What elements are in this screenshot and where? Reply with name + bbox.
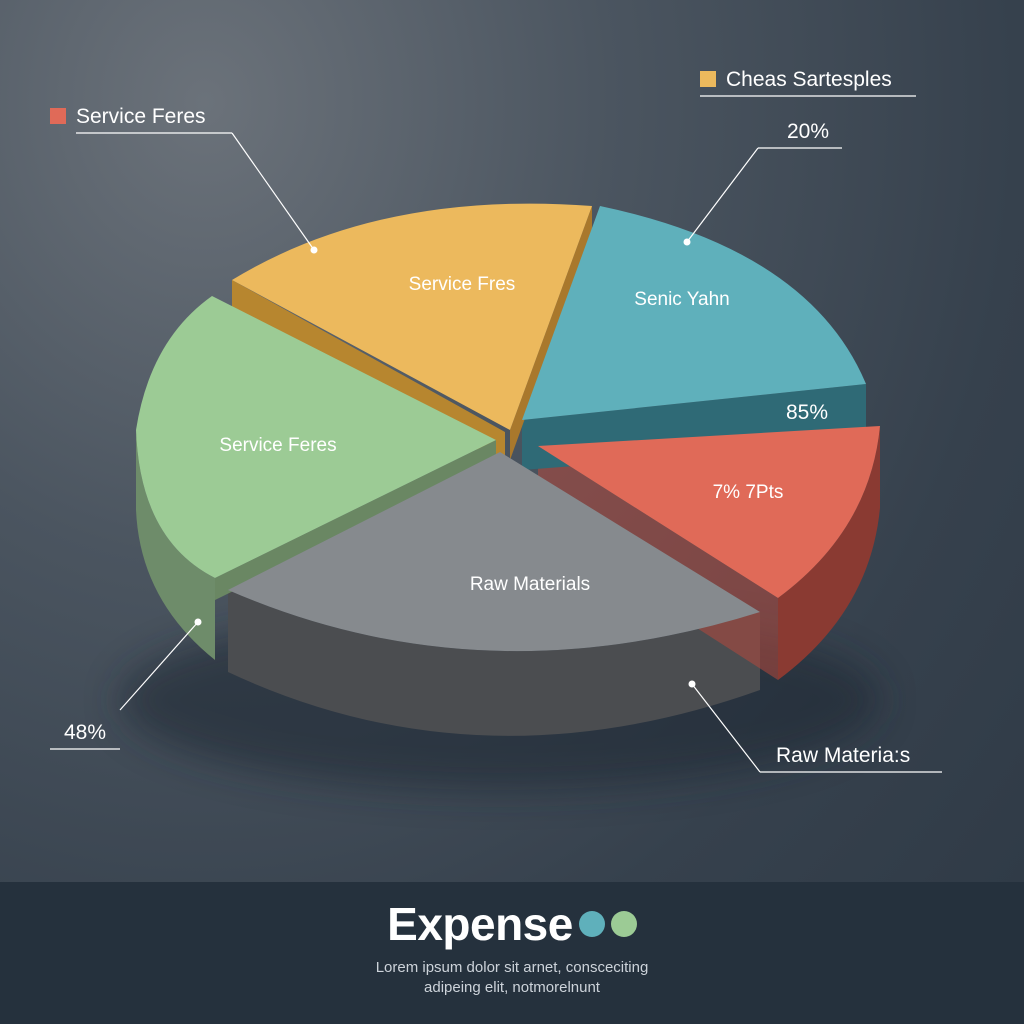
callout-label-cheas: Cheas Sartesples <box>726 68 892 91</box>
footer-dot-green <box>610 911 637 937</box>
callout-value-20: 20% <box>787 120 829 143</box>
footer-dot-teal <box>578 911 605 937</box>
slice-side-red <box>778 426 880 680</box>
callout-leader <box>231 132 315 251</box>
callout-leader <box>119 621 199 711</box>
callout-dot <box>683 238 691 246</box>
callout-marker-yellow <box>700 71 716 87</box>
footer-title-row: Expense <box>0 896 1024 952</box>
callout-dot <box>194 618 202 626</box>
callout-value-85: 85% <box>786 401 828 424</box>
slice-label-green: Service Feres <box>219 435 336 456</box>
slice-top-yellow <box>232 203 592 430</box>
slice-side-green <box>136 430 215 660</box>
slice-side-grey <box>228 590 760 736</box>
slice-label-red: 7% 7Pts <box>713 482 784 503</box>
slice-top-teal <box>522 206 866 420</box>
slice-label-grey: Raw Materials <box>470 574 590 595</box>
callout-leader <box>691 683 761 773</box>
slice-top-green <box>136 296 496 578</box>
footer-title: Expense <box>387 898 573 950</box>
callout-value-48: 48% <box>64 721 106 744</box>
slice-top-red <box>538 426 880 598</box>
footer-panel <box>0 882 1024 1024</box>
callout-label-raw-materials: Raw Materia:s <box>776 744 910 767</box>
footer-subtitle-line: Lorem ipsum dolor sit arnet, conscecitin… <box>375 959 649 976</box>
slice-label-teal: Senic Yahn <box>634 289 729 310</box>
slice-side-green-inner <box>215 440 496 600</box>
callout-label-service-feres: Service Feres <box>76 105 206 128</box>
slice-label-yellow: Service Fres <box>409 274 516 295</box>
footer-subtitle-line: adipeing elit, notmorelnunt <box>424 979 600 996</box>
callout-dot <box>310 246 318 254</box>
slice-side-yellow-right <box>510 206 592 460</box>
callout-leader <box>686 147 759 243</box>
callout-marker-red <box>50 108 66 124</box>
callout-dot <box>688 680 696 688</box>
slice-top-grey <box>228 452 760 652</box>
footer-subtitle: Lorem ipsum dolor sit arnet, conscecitin… <box>0 958 1024 998</box>
